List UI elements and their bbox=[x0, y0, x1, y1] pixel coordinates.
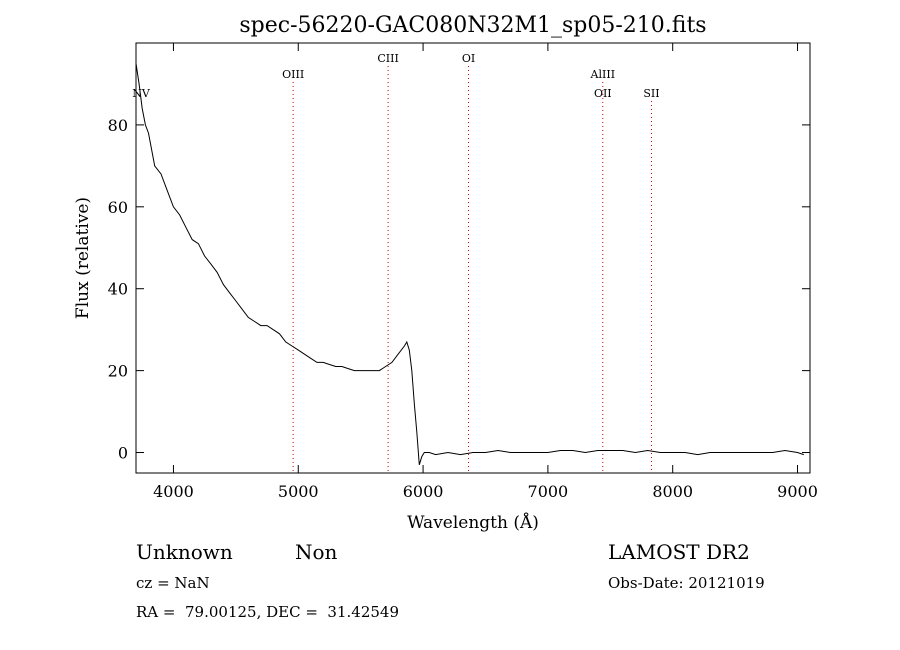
subclass-label: Non bbox=[295, 540, 338, 564]
x-tick-label: 9000 bbox=[777, 482, 818, 501]
x-tick-label: 7000 bbox=[528, 482, 569, 501]
spectrum-line bbox=[135, 63, 804, 465]
y-axis-ticks: 0 20 40 60 80 bbox=[108, 116, 810, 463]
line-marker-label: OII bbox=[594, 87, 612, 100]
y-tick-label: 0 bbox=[118, 444, 128, 463]
spectral-line-markers: NV OIII CIII OI AlIII OII SII bbox=[132, 52, 660, 473]
class-label: Unknown bbox=[136, 540, 233, 564]
x-tick-label: 8000 bbox=[652, 482, 693, 501]
plot-frame bbox=[135, 42, 811, 474]
line-marker-label: OIII bbox=[282, 68, 304, 81]
plot-area: NV OIII CIII OI AlIII OII SII 4000 5000 6000 7000… bbox=[108, 42, 818, 501]
survey-name: LAMOST DR2 bbox=[608, 540, 750, 564]
x-tick-label: 5000 bbox=[278, 482, 319, 501]
line-marker-label: OI bbox=[462, 52, 475, 65]
x-tick-label: 6000 bbox=[403, 482, 444, 501]
line-marker-label: AlIII bbox=[590, 68, 616, 81]
cz-value: cz = NaN bbox=[136, 574, 210, 592]
y-tick-label: 40 bbox=[108, 280, 128, 299]
y-axis-label: Flux (relative) bbox=[73, 197, 93, 319]
y-tick-label: 20 bbox=[108, 362, 128, 381]
x-axis-label: Wavelength (Å) bbox=[407, 512, 539, 533]
x-tick-label: 4000 bbox=[153, 482, 194, 501]
line-marker-label: NV bbox=[132, 87, 151, 100]
line-marker-label: CIII bbox=[377, 52, 398, 65]
y-tick-label: 60 bbox=[108, 198, 128, 217]
line-marker-label: SII bbox=[643, 87, 659, 100]
coordinates: RA = 79.00125, DEC = 31.42549 bbox=[136, 603, 400, 621]
obs-date: Obs-Date: 20121019 bbox=[608, 574, 765, 592]
y-tick-label: 80 bbox=[108, 116, 128, 135]
x-axis-ticks: 4000 5000 6000 7000 8000 9000 bbox=[153, 43, 818, 501]
chart-title: spec-56220-GAC080N32M1_sp05-210.fits bbox=[239, 13, 706, 38]
